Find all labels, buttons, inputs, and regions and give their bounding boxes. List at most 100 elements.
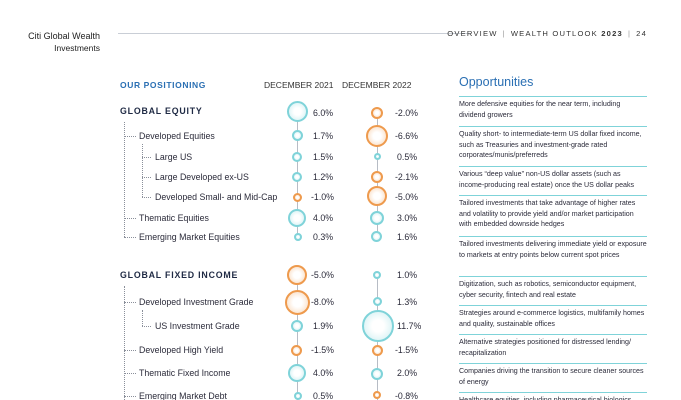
value-2022-developed-ig: 1.3%: [397, 297, 418, 307]
bubble-2022-thematic-fixed-income: [371, 368, 383, 380]
value-2022-thematic-fixed-income: 2.0%: [397, 368, 418, 378]
bubble-2021-thematic-fixed-income: [288, 364, 306, 382]
tree-branch: [124, 396, 136, 397]
value-2021-em-equities: 0.3%: [313, 232, 334, 242]
brand-line-2: Investments: [54, 43, 100, 53]
row-label-large-developed-ex-us: Large Developed ex-US: [155, 172, 249, 182]
tree-branch: [124, 302, 136, 303]
value-2022-large-us: 0.5%: [397, 152, 418, 162]
bubble-2022-large-us: [374, 153, 381, 160]
value-2021-dev-high-yield: -1.5%: [311, 345, 334, 355]
tree-line-dev-ig: [142, 310, 143, 326]
row-label-developed-ig: Developed Investment Grade: [139, 297, 254, 307]
value-2021-large-us: 1.5%: [313, 152, 334, 162]
tree-line-equity: [124, 122, 125, 237]
connector-2021-fixed-income: [297, 275, 298, 400]
bubble-2022-dev-smid: [367, 186, 387, 206]
bubble-2021-thematic-equities: [288, 209, 306, 227]
value-2021-thematic-equities: 4.0%: [313, 213, 334, 223]
opportunity-item: Alternative strategies positioned for di…: [459, 334, 647, 358]
opportunity-item: Strategies around e-commerce logistics, …: [459, 305, 647, 329]
row-label-em-debt: Emerging Market Debt: [139, 391, 228, 400]
value-2021-us-ig: 1.9%: [313, 321, 334, 331]
opportunity-item: Quality short- to intermediate-term US d…: [459, 126, 647, 161]
bubble-2021-large-us: [292, 152, 302, 162]
bubble-2021-global-fixed-income: [287, 265, 307, 285]
brand-logo: Citi Global Wealth Investments: [0, 30, 100, 54]
bubble-2021-developed-equities: [292, 130, 303, 141]
column-header-2021: DECEMBER 2021: [264, 80, 334, 90]
breadcrumb-doc: WEALTH OUTLOOK: [510, 29, 598, 38]
bubble-2021-global-equity: [287, 101, 308, 122]
value-2021-dev-smid: -1.0%: [311, 192, 334, 202]
opportunity-item: Tailored investments that take advantage…: [459, 195, 647, 230]
tree-branch: [142, 157, 151, 158]
row-label-developed-equities: Developed Equities: [139, 131, 215, 141]
value-2021-developed-equities: 1.7%: [313, 131, 334, 141]
tree-branch: [142, 326, 151, 327]
bubble-2022-em-debt: [373, 391, 381, 399]
opportunity-item: Tailored investments delivering immediat…: [459, 236, 647, 260]
column-header-2022: DECEMBER 2022: [342, 80, 412, 90]
bubble-2021-us-ig: [291, 320, 303, 332]
tree-branch: [142, 177, 151, 178]
header-rule: [118, 33, 471, 34]
opportunity-item: Various “deep value” non-US dollar asset…: [459, 166, 647, 190]
bubble-2021-dev-high-yield: [291, 345, 302, 356]
bubble-2022-us-ig: [362, 310, 394, 342]
value-2022-large-dev-ex-us: -2.1%: [395, 172, 418, 182]
tree-branch: [124, 136, 136, 137]
tree-branch: [124, 373, 136, 374]
value-2022-dev-high-yield: -1.5%: [395, 345, 418, 355]
value-2022-dev-smid: -5.0%: [395, 192, 418, 202]
tree-branch: [124, 218, 136, 219]
tree-branch: [124, 237, 136, 238]
value-2022-us-ig: 11.7%: [397, 321, 422, 331]
value-2022-global-equity: -2.0%: [395, 108, 418, 118]
bubble-2021-em-equities: [294, 233, 302, 241]
bubble-2022-developed-equities: [366, 125, 388, 147]
row-label-em-equities: Emerging Market Equities: [139, 232, 240, 242]
tree-line-fixed-income: [124, 286, 125, 400]
value-2022-thematic-equities: 3.0%: [397, 213, 418, 223]
bubble-2022-thematic-equities: [370, 211, 384, 225]
value-2021-thematic-fixed-income: 4.0%: [313, 368, 334, 378]
page-number: 24: [636, 29, 647, 38]
tree-branch: [124, 350, 136, 351]
row-label-global-equity: GLOBAL EQUITY: [120, 106, 203, 116]
row-label-thematic-fixed-income: Thematic Fixed Income: [139, 368, 231, 378]
brand-line-1: Citi Global Wealth: [28, 31, 100, 41]
bubble-2021-dev-smid: [293, 193, 302, 202]
bubble-2022-global-equity: [371, 107, 383, 119]
row-label-large-us: Large US: [155, 152, 193, 162]
value-2021-global-equity: 6.0%: [313, 108, 334, 118]
opportunity-item: Companies driving the transition to secu…: [459, 363, 647, 387]
opportunity-item: Digitization, such as robotics, semicond…: [459, 276, 647, 300]
breadcrumb-year: 2023: [601, 29, 623, 38]
value-2022-developed-equities: -6.6%: [395, 131, 418, 141]
value-2021-developed-ig: -8.0%: [311, 297, 334, 307]
bubble-2021-large-dev-ex-us: [292, 172, 302, 182]
opportunity-item: More defensive equities for the near ter…: [459, 96, 647, 120]
value-2021-global-fixed-income: -5.0%: [311, 270, 334, 280]
bubble-2022-global-fixed-income: [373, 271, 381, 279]
row-label-global-fixed-income: GLOBAL FIXED INCOME: [120, 270, 239, 280]
positioning-heading: OUR POSITIONING: [120, 80, 206, 90]
bubble-2022-em-equities: [371, 231, 382, 242]
opportunities-title: Opportunities: [459, 75, 534, 89]
bubble-2022-dev-high-yield: [372, 345, 383, 356]
bubble-2021-em-debt: [294, 392, 302, 400]
opportunity-item: Healthcare equities, including pharmaceu…: [459, 392, 647, 400]
tree-branch: [142, 197, 151, 198]
value-2022-global-fixed-income: 1.0%: [397, 270, 418, 280]
row-label-developed-small-mid-cap: Developed Small- and Mid-Cap: [155, 192, 278, 202]
bubble-2022-large-dev-ex-us: [371, 171, 383, 183]
breadcrumb-section: OVERVIEW: [447, 29, 498, 38]
row-label-developed-high-yield: Developed High Yield: [139, 345, 224, 355]
bubble-2022-developed-ig: [373, 297, 382, 306]
tree-line-developed: [142, 144, 143, 197]
breadcrumb: OVERVIEW | WEALTH OUTLOOK 2023 | 24: [447, 29, 647, 38]
row-label-us-ig: US Investment Grade: [155, 321, 240, 331]
value-2022-em-debt: -0.8%: [395, 391, 418, 400]
value-2021-large-dev-ex-us: 1.2%: [313, 172, 334, 182]
